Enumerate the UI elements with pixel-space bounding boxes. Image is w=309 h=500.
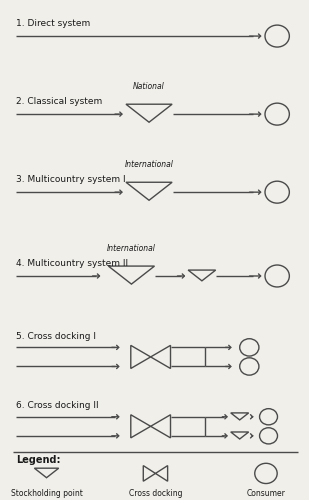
Text: National: National <box>133 82 165 90</box>
Text: Cross docking: Cross docking <box>129 488 182 498</box>
Text: 3. Multicountry system I: 3. Multicountry system I <box>16 175 126 184</box>
Text: 2. Classical system: 2. Classical system <box>16 97 102 106</box>
Text: 6. Cross docking II: 6. Cross docking II <box>16 402 99 410</box>
Text: Stockholding point: Stockholding point <box>11 488 83 498</box>
Text: Legend:: Legend: <box>16 455 61 465</box>
Text: 5. Cross docking I: 5. Cross docking I <box>16 332 96 341</box>
Text: 4. Multicountry system II: 4. Multicountry system II <box>16 259 128 268</box>
Text: Consumer: Consumer <box>247 488 286 498</box>
Text: 1. Direct system: 1. Direct system <box>16 19 90 28</box>
Text: International: International <box>125 160 173 168</box>
Text: International: International <box>107 244 156 252</box>
